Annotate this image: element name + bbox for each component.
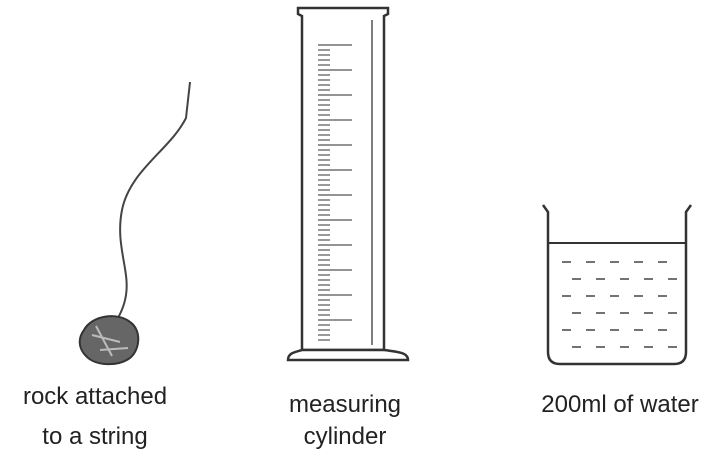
cylinder-base [286,348,410,362]
cylinder-body [296,6,390,352]
rock-with-string [78,81,191,366]
label: to a string [42,423,147,450]
label: rock attached [23,383,167,410]
rock-texture [91,325,129,357]
measuring-cylinder [286,6,410,362]
label: 200ml of water [541,391,698,418]
label: cylinder [304,423,387,450]
label: measuring [289,391,401,418]
string [107,81,191,339]
beaker [541,204,693,366]
beaker-outline [541,204,693,366]
